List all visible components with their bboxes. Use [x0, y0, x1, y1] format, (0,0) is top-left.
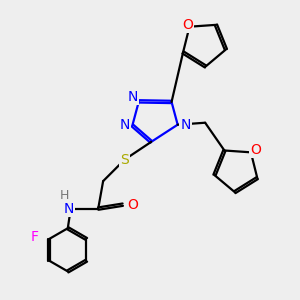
- Text: N: N: [119, 118, 130, 133]
- Text: N: N: [180, 118, 191, 132]
- Text: H: H: [60, 189, 70, 202]
- Text: N: N: [128, 90, 138, 104]
- Text: O: O: [127, 198, 138, 212]
- Text: N: N: [64, 202, 74, 216]
- Text: S: S: [120, 152, 129, 167]
- Text: F: F: [30, 230, 38, 244]
- Text: O: O: [250, 143, 261, 158]
- Text: O: O: [182, 18, 193, 32]
